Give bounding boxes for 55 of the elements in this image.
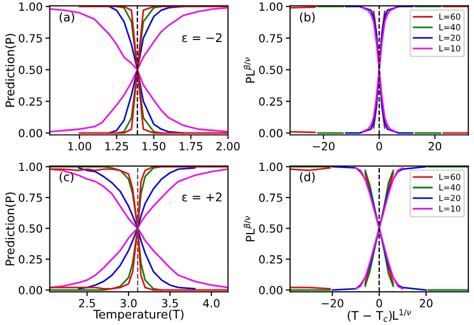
annotation: (c) xyxy=(60,172,74,183)
y-tick-label: 1.00 xyxy=(19,2,42,11)
y-tick-label: 0.50 xyxy=(18,66,42,74)
x-tick-label: 20 xyxy=(428,142,442,150)
x-axis-title: (T − T$_{c}$)L$^{1/ν}$ xyxy=(348,309,411,322)
y-tick-label: 0.50 xyxy=(18,224,42,233)
legend-label: L=60 xyxy=(439,174,460,180)
x-tick-label: 3.0 xyxy=(120,298,137,308)
legend-label: L=10 xyxy=(439,45,460,52)
legend-label: L=60 xyxy=(439,13,460,20)
y-tick-label: 0.75 xyxy=(259,34,282,42)
y-tick-label: 0.25 xyxy=(259,255,282,264)
x-tick-label: 1.00 xyxy=(68,142,92,150)
annotation: ε = +2 xyxy=(182,192,222,202)
x-tick-label: 3.5 xyxy=(162,298,178,308)
annotation: (a) xyxy=(60,12,74,23)
y-tick-label: 0.50 xyxy=(259,224,282,233)
y-axis-title: PL$^{β/ν}$ xyxy=(244,58,255,83)
legend-label: L=20 xyxy=(439,34,460,41)
y-tick-label: 0.75 xyxy=(18,34,42,42)
x-axis-title: Temperature(T) xyxy=(93,310,184,321)
y-tick-label: 1.00 xyxy=(19,162,42,172)
legend-label: L=20 xyxy=(439,194,460,202)
annotation: ε = −2 xyxy=(182,33,222,42)
y-tick-label: 0.00 xyxy=(259,128,282,138)
legend-label: L=40 xyxy=(439,24,460,30)
x-tick-label: 1.75 xyxy=(180,142,202,150)
y-tick-label: 0.75 xyxy=(18,193,42,202)
y-tick-label: 1.00 xyxy=(260,162,282,172)
y-tick-label: 0.25 xyxy=(259,97,282,106)
annotation: (b) xyxy=(300,12,315,23)
y-tick-label: 0.75 xyxy=(259,193,282,202)
y-tick-label: 0.00 xyxy=(18,128,42,138)
y-tick-label: 1.00 xyxy=(260,2,282,11)
x-tick-label: 0 xyxy=(376,298,382,308)
y-axis-title: Prediction(P) xyxy=(5,192,16,266)
y-tick-label: 0.00 xyxy=(18,286,42,294)
legend-label: L=40 xyxy=(439,184,460,191)
y-tick-label: 0.25 xyxy=(18,97,42,106)
y-tick-label: 0.50 xyxy=(259,66,282,74)
x-tick-label: 4.0 xyxy=(203,298,220,308)
y-tick-label: 0.25 xyxy=(18,255,42,264)
x-tick-label: −20 xyxy=(322,298,344,308)
x-tick-label: 20 xyxy=(420,298,432,308)
legend-label: L=10 xyxy=(439,205,460,212)
y-tick-label: 0.00 xyxy=(259,286,282,294)
x-tick-label: 0 xyxy=(376,142,382,150)
x-tick-label: 2.00 xyxy=(216,142,240,150)
x-tick-label: −20 xyxy=(312,142,334,150)
x-tick-label: 1.50 xyxy=(142,142,166,150)
x-tick-label: 2.5 xyxy=(79,298,95,308)
y-axis-title: PL$^{β/ν}$ xyxy=(244,216,255,242)
x-tick-label: 1.25 xyxy=(105,142,128,150)
y-axis-title: Prediction(P) xyxy=(5,34,16,107)
annotation: (d) xyxy=(300,172,315,183)
